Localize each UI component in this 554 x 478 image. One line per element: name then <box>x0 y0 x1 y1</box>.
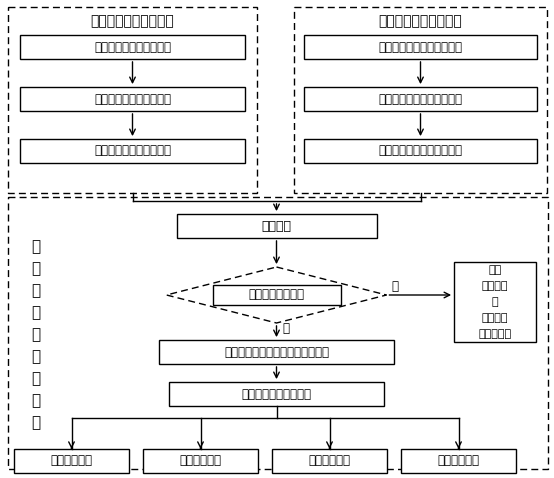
Text: 扰: 扰 <box>32 283 40 298</box>
Text: 动: 动 <box>32 305 40 321</box>
Text: 处: 处 <box>32 393 40 409</box>
FancyBboxPatch shape <box>401 449 516 473</box>
Text: 尾洛渍核间距: 尾洛渍核间距 <box>309 455 351 467</box>
Text: 创建背景大气风场的数据库: 创建背景大气风场的数据库 <box>378 144 463 157</box>
FancyBboxPatch shape <box>304 87 537 111</box>
Text: 尾洛扰动场的特征参数: 尾洛扰动场的特征参数 <box>242 388 311 401</box>
Text: 尾洛渍核位置: 尾洛渍核位置 <box>50 455 93 467</box>
Polygon shape <box>167 267 387 323</box>
FancyBboxPatch shape <box>304 35 537 59</box>
Text: 否: 否 <box>391 281 398 293</box>
Text: 激光回波信号的反演处理: 激光回波信号的反演处理 <box>94 93 171 106</box>
FancyBboxPatch shape <box>20 139 245 163</box>
FancyBboxPatch shape <box>169 382 384 406</box>
Text: 场: 场 <box>32 327 40 343</box>
Text: 理: 理 <box>32 415 40 431</box>
FancyBboxPatch shape <box>454 262 536 342</box>
Text: 高空风切变: 高空风切变 <box>479 329 511 339</box>
Text: 解: 解 <box>32 349 40 365</box>
Text: 尾洛渍核半径: 尾洛渍核半径 <box>179 455 222 467</box>
FancyBboxPatch shape <box>304 139 537 163</box>
Text: 风场扰动类型鉴别: 风场扰动类型鉴别 <box>249 289 305 302</box>
FancyBboxPatch shape <box>20 35 245 59</box>
Text: 是: 是 <box>283 323 290 336</box>
FancyBboxPatch shape <box>159 340 394 364</box>
FancyBboxPatch shape <box>213 285 341 305</box>
Text: 背景大气风场统计建模: 背景大气风场统计建模 <box>378 14 463 28</box>
Text: 空中目标风场扰动（尾洛扰动场）: 空中目标风场扰动（尾洛扰动场） <box>224 346 329 358</box>
FancyBboxPatch shape <box>177 214 377 238</box>
Text: 算: 算 <box>32 371 40 387</box>
Text: 洛: 洛 <box>32 261 40 276</box>
Text: 获取背景大气运动变化规律: 获取背景大气运动变化规律 <box>378 93 463 106</box>
FancyBboxPatch shape <box>8 7 257 193</box>
Text: 风场扰动: 风场扰动 <box>261 219 291 232</box>
Text: 长期观测空域背景大气条件: 长期观测空域背景大气条件 <box>378 41 463 54</box>
FancyBboxPatch shape <box>143 449 258 473</box>
FancyBboxPatch shape <box>294 7 547 193</box>
Text: 大气絊流: 大气絊流 <box>482 313 508 323</box>
Text: 如: 如 <box>492 297 498 307</box>
FancyBboxPatch shape <box>272 449 387 473</box>
Text: 尾: 尾 <box>32 239 40 254</box>
FancyBboxPatch shape <box>20 87 245 111</box>
Text: 获取实时的扰动大气风场: 获取实时的扰动大气风场 <box>94 144 171 157</box>
Text: 其它: 其它 <box>489 265 501 275</box>
Text: 扰动大气风场实时探测: 扰动大气风场实时探测 <box>91 14 175 28</box>
Text: 尾洛渍流环量: 尾洛渍流环量 <box>438 455 480 467</box>
Text: 激光雷达扫描特定的空域: 激光雷达扫描特定的空域 <box>94 41 171 54</box>
FancyBboxPatch shape <box>14 449 129 473</box>
FancyBboxPatch shape <box>8 197 548 469</box>
Text: 风场扰动: 风场扰动 <box>482 281 508 291</box>
